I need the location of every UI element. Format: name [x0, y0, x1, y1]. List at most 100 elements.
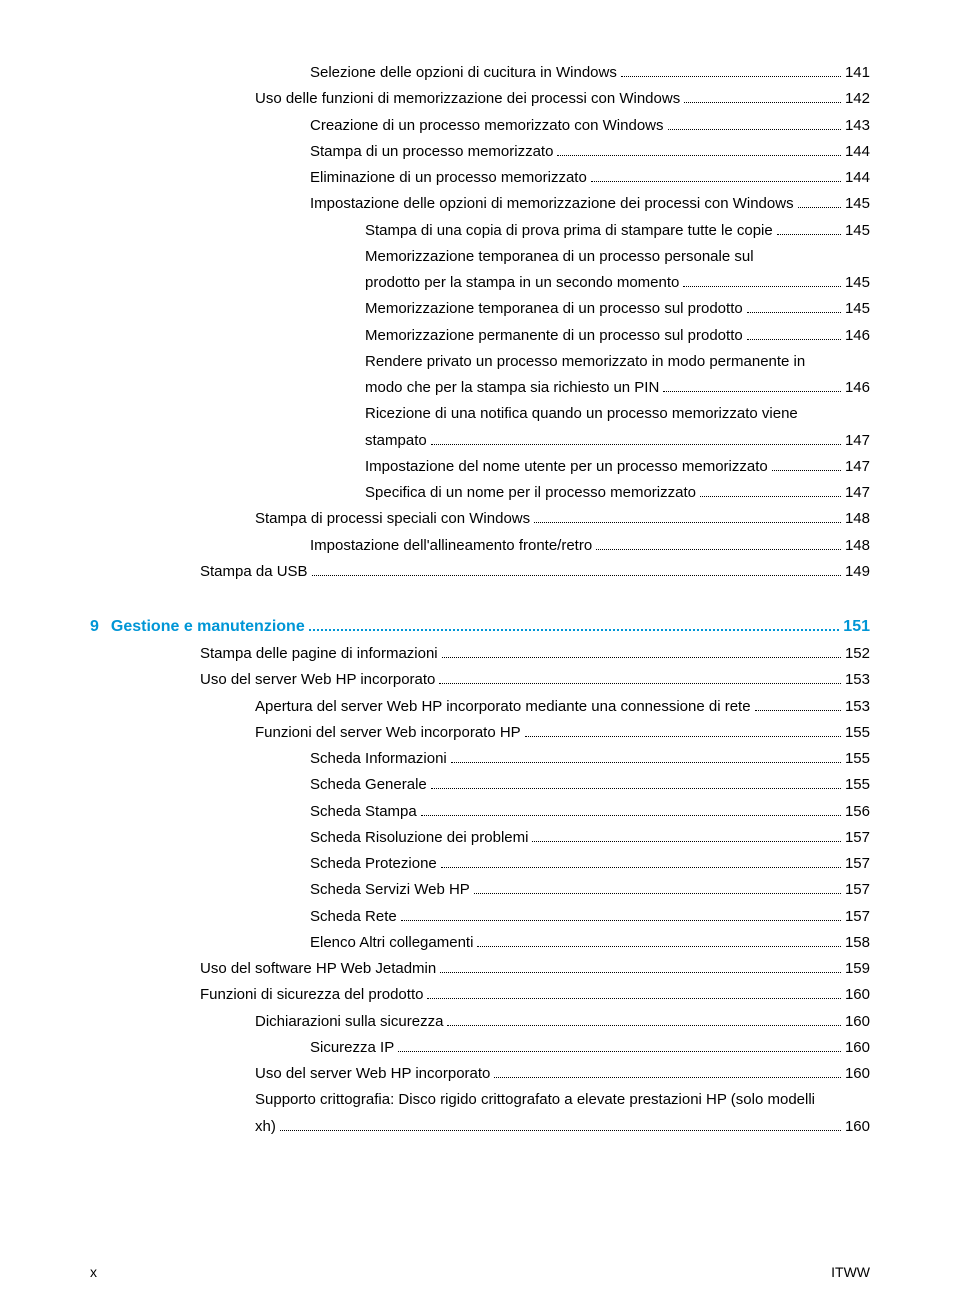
toc-entry: Scheda Protezione 157 [90, 851, 870, 877]
toc-entry: Stampa di una copia di prova prima di st… [90, 218, 870, 244]
toc-entry-text: Elenco Altri collegamenti [310, 930, 473, 956]
toc-entry-text: modo che per la stampa sia richiesto un … [365, 375, 659, 401]
toc-entry: Impostazione delle opzioni di memorizzaz… [90, 191, 870, 217]
toc-entry: stampato 147 [90, 428, 870, 454]
footer-page-number: x [90, 1264, 97, 1280]
toc-entry-text: stampato [365, 428, 427, 454]
toc-page-number: 148 [845, 506, 870, 532]
toc-entry: Apertura del server Web HP incorporato m… [90, 694, 870, 720]
toc-entry: Creazione di un processo memorizzato con… [90, 113, 870, 139]
toc-entry-text: Uso del server Web HP incorporato [200, 667, 435, 693]
toc-page-number: 141 [845, 60, 870, 86]
toc-page-number: 146 [845, 375, 870, 401]
toc-entry: Scheda Generale155 [90, 772, 870, 798]
toc-entry-text: Scheda Stampa [310, 799, 417, 825]
toc-entry-text: Specifica di un nome per il processo mem… [365, 480, 696, 506]
toc-entry-text: Scheda Protezione [310, 851, 437, 877]
toc-leader-dots [398, 1051, 841, 1052]
toc-page-number: 155 [845, 720, 870, 746]
toc-entry: prodotto per la stampa in un secondo mom… [90, 270, 870, 296]
toc-page-number: 144 [845, 165, 870, 191]
footer-brand: ITWW [831, 1264, 870, 1280]
toc-entry: Ricezione di una notifica quando un proc… [90, 401, 870, 427]
toc-entry: Stampa da USB149 [90, 559, 870, 585]
toc-entry-text: Scheda Rete [310, 904, 397, 930]
toc-leader-dots [747, 312, 841, 313]
toc-page-number: 144 [845, 139, 870, 165]
toc-entry: Uso del server Web HP incorporato160 [90, 1061, 870, 1087]
toc-page-number: 149 [845, 559, 870, 585]
toc-entry-text: Funzioni di sicurezza del prodotto [200, 982, 423, 1008]
toc-entry: Rendere privato un processo memorizzato … [90, 349, 870, 375]
toc-page-number: 160 [845, 1009, 870, 1035]
toc-entry-text: Memorizzazione permanente di un processo… [365, 323, 743, 349]
toc-entry: Stampa di processi speciali con Windows1… [90, 506, 870, 532]
toc-entry-text: Uso delle funzioni di memorizzazione dei… [255, 86, 680, 112]
toc-page-number: 160 [845, 1035, 870, 1061]
toc-leader-dots [525, 736, 841, 737]
toc-entry-text: Scheda Informazioni [310, 746, 447, 772]
toc-leader-dots [663, 391, 841, 392]
toc-entry-text: Uso del server Web HP incorporato [255, 1061, 490, 1087]
toc-leader-dots [477, 946, 841, 947]
toc-entry-text: Uso del software HP Web Jetadmin [200, 956, 436, 982]
toc-leader-dots [591, 181, 841, 182]
toc-entry: Selezione delle opzioni di cucitura in W… [90, 60, 870, 86]
toc-entry-text: Impostazione delle opzioni di memorizzaz… [310, 191, 794, 217]
toc-page-number: 147 [845, 480, 870, 506]
chapter-page-number: 151 [843, 613, 870, 641]
toc-entry: Eliminazione di un processo memorizzato 1… [90, 165, 870, 191]
toc-entry: Memorizzazione temporanea di un processo… [90, 296, 870, 322]
toc-page-number: 145 [845, 296, 870, 322]
toc-page-number: 153 [845, 694, 870, 720]
toc-page-number: 152 [845, 641, 870, 667]
toc-leader-dots [532, 841, 841, 842]
page-footer: x ITWW [90, 1264, 870, 1280]
toc-entry-text: Apertura del server Web HP incorporato m… [255, 694, 751, 720]
toc-entry-text: Impostazione dell'allineamento fronte/re… [310, 533, 592, 559]
toc-page-number: 156 [845, 799, 870, 825]
toc-leader-dots [427, 998, 841, 999]
toc-leader-dots [421, 815, 841, 816]
toc-page-number: 145 [845, 218, 870, 244]
toc-entry: Scheda Servizi Web HP157 [90, 877, 870, 903]
toc-page-number: 153 [845, 667, 870, 693]
chapter-title: Gestione e manutenzione [111, 613, 305, 641]
toc-entry: Scheda Stampa 156 [90, 799, 870, 825]
toc-leader-dots [777, 234, 841, 235]
toc-leader-dots [451, 762, 841, 763]
toc-entry-text: Dichiarazioni sulla sicurezza [255, 1009, 443, 1035]
toc-leader-dots [440, 972, 841, 973]
toc-page-number: 157 [845, 851, 870, 877]
toc-entry-text: Scheda Generale [310, 772, 427, 798]
toc-leader-dots [439, 683, 841, 684]
toc-entry-text: Scheda Risoluzione dei problemi [310, 825, 528, 851]
toc-page-number: 157 [845, 825, 870, 851]
toc-leader-dots [700, 496, 841, 497]
toc-entry-text: Funzioni del server Web incorporato HP [255, 720, 521, 746]
toc-leader-dots [441, 867, 841, 868]
toc-entry-text: prodotto per la stampa in un secondo mom… [365, 270, 679, 296]
toc-leader-dots [621, 76, 841, 77]
toc-entry: Impostazione dell'allineamento fronte/re… [90, 533, 870, 559]
toc-leader-dots [747, 339, 841, 340]
toc-entry: Memorizzazione permanente di un processo… [90, 323, 870, 349]
toc-page-number: 148 [845, 533, 870, 559]
toc-entry: Uso del software HP Web Jetadmin159 [90, 956, 870, 982]
chapter-leader-dots [309, 629, 840, 631]
toc-page-number: 145 [845, 191, 870, 217]
toc-entry-text: Sicurezza IP [310, 1035, 394, 1061]
toc-page-number: 146 [845, 323, 870, 349]
toc-entry-text: Eliminazione di un processo memorizzato [310, 165, 587, 191]
toc-leader-dots [442, 657, 841, 658]
toc-leader-dots [431, 788, 841, 789]
toc-leader-dots [534, 522, 841, 523]
toc-entry: Scheda Rete157 [90, 904, 870, 930]
toc-leader-dots [596, 549, 841, 550]
toc-leader-dots [431, 444, 841, 445]
toc-entry: Uso delle funzioni di memorizzazione dei… [90, 86, 870, 112]
toc-page-number: 147 [845, 428, 870, 454]
toc-page-number: 143 [845, 113, 870, 139]
toc-entry-text: xh) [255, 1114, 276, 1140]
toc-entry: Stampa delle pagine di informazioni152 [90, 641, 870, 667]
